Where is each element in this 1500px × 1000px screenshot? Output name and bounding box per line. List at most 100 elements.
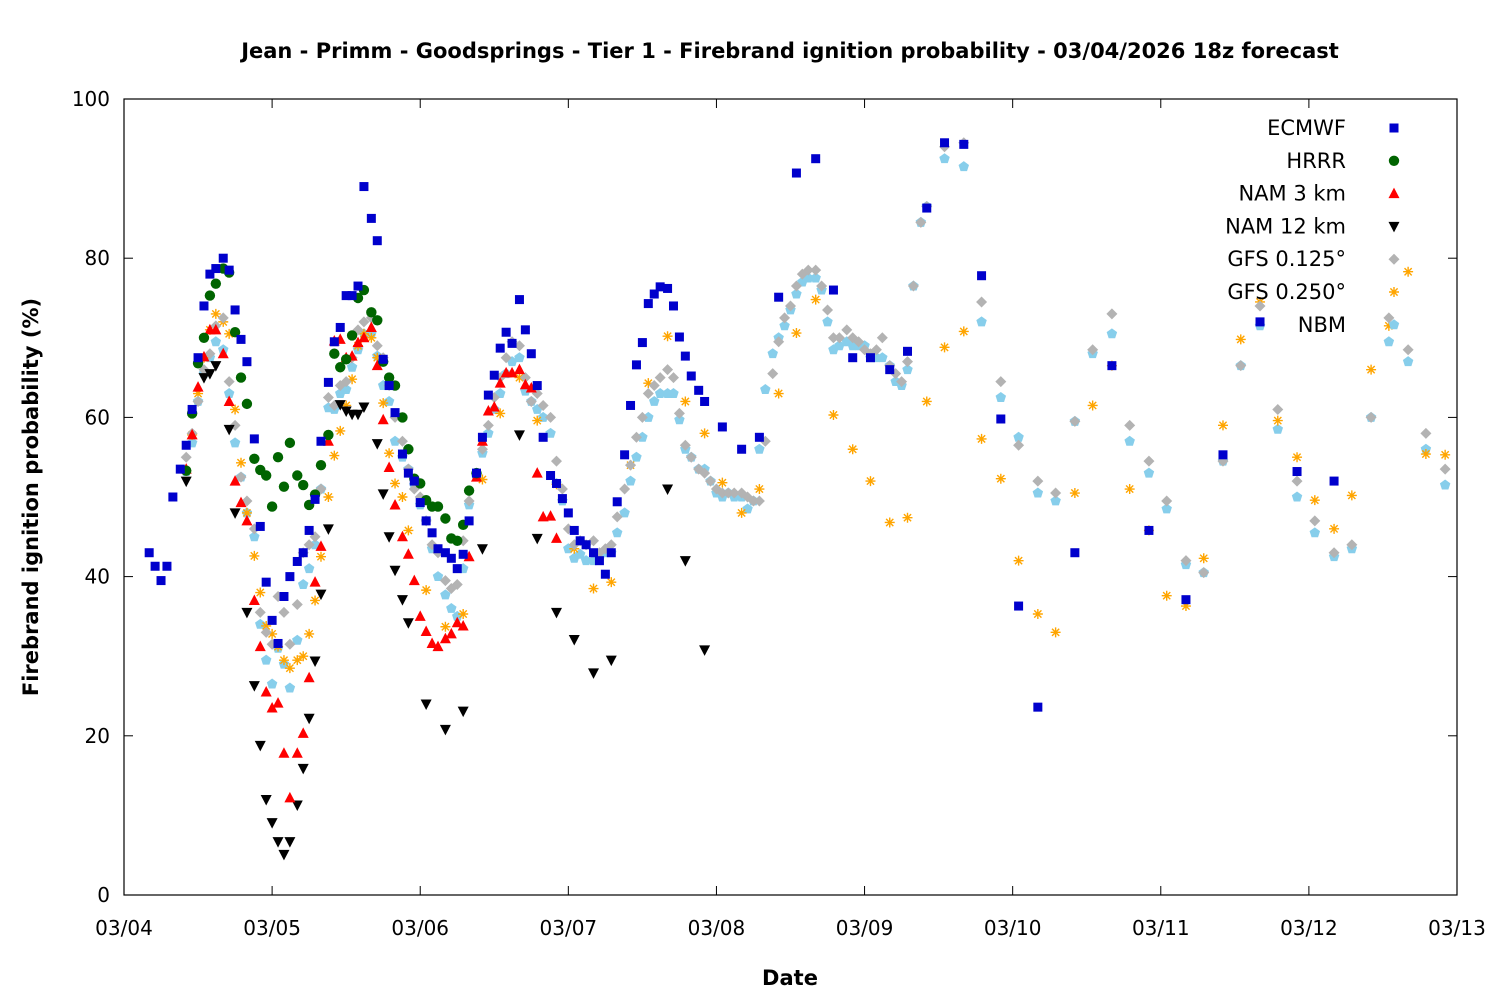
data-point [477,474,488,485]
data-point [551,478,561,488]
data-point [291,800,303,812]
axes [123,98,1458,896]
data-point [278,606,290,618]
data-point [1292,467,1302,477]
data-point [298,651,309,662]
data-point [260,686,272,697]
data-point [685,451,697,463]
data-point [519,372,531,384]
data-point [1124,484,1135,495]
data-point [667,372,679,384]
data-point [298,548,308,558]
data-point [248,594,260,605]
data-point [500,352,512,364]
data-point [451,579,463,591]
data-point [865,353,875,363]
data-point [847,444,858,455]
data-point [619,507,630,518]
data-point [1272,403,1284,415]
legend-label: ECMWF [1267,116,1346,140]
data-point [310,595,321,606]
data-point [1420,449,1431,460]
data-point [537,411,549,422]
data-point [329,348,340,359]
data-point [223,376,235,388]
series-4 [180,137,1451,650]
data-point [440,621,451,632]
data-point [322,435,334,446]
data-point [767,348,778,359]
data-point [241,514,253,526]
data-point [1255,317,1265,327]
data-point [181,440,191,450]
data-point [303,539,315,551]
data-point [501,327,511,337]
data-point [747,495,759,507]
data-point [995,376,1007,388]
data-point [352,336,364,348]
data-point [1439,479,1451,490]
data-point [1292,452,1303,463]
data-point [210,336,222,347]
data-point [278,481,290,492]
data-point [865,476,876,487]
data-point [668,388,679,398]
data-point [390,408,400,418]
x-tick-label: 03/09 [836,916,894,940]
data-point [278,655,289,666]
data-point [1329,523,1340,534]
data-point [594,556,604,566]
data-point [976,296,988,308]
data-point [292,470,303,481]
legend: ECMWF HRRR NAM 3 km NAM 12 km GFS 0.125° GFS … [1225,116,1400,337]
data-point [396,530,408,542]
data-point [1365,411,1377,423]
data-point [323,492,334,502]
data-point [1403,266,1414,277]
data-point [773,336,785,348]
data-point [939,342,950,353]
data-point [205,269,215,279]
data-point [255,587,266,598]
data-point [463,485,475,496]
data-point [742,503,753,514]
data-point [674,414,685,425]
data-point [358,402,370,414]
y-tick-label: 100 [72,87,110,111]
data-point [699,428,710,439]
data-point [315,551,326,562]
data-point [631,451,642,462]
x-tick-label: 03/05 [243,916,301,940]
data-point [1087,400,1098,411]
legend-label: NAM 3 km [1238,182,1346,206]
data-point [303,563,315,574]
legend-marker [1388,253,1400,265]
data-point [939,153,950,164]
data-point [1254,300,1266,312]
data-point [1235,334,1246,345]
data-point [525,395,537,407]
data-point [588,668,600,679]
data-point [254,740,266,752]
data-point [260,470,272,481]
data-point [1346,490,1357,501]
data-point [605,655,617,667]
data-point [304,628,315,639]
data-point [810,294,821,305]
data-point [611,511,623,523]
data-point [266,678,278,689]
data-point [1050,495,1061,506]
data-point [754,484,765,495]
data-point [445,627,457,639]
data-point [848,353,858,363]
data-point [291,598,303,610]
data-point [439,632,451,644]
data-point [545,411,557,423]
data-point [550,455,562,467]
data-point [464,516,474,526]
data-point [1272,423,1284,434]
data-point [272,697,284,708]
x-tick-label: 03/10 [984,916,1042,940]
data-point [841,324,853,336]
data-point [426,637,438,648]
